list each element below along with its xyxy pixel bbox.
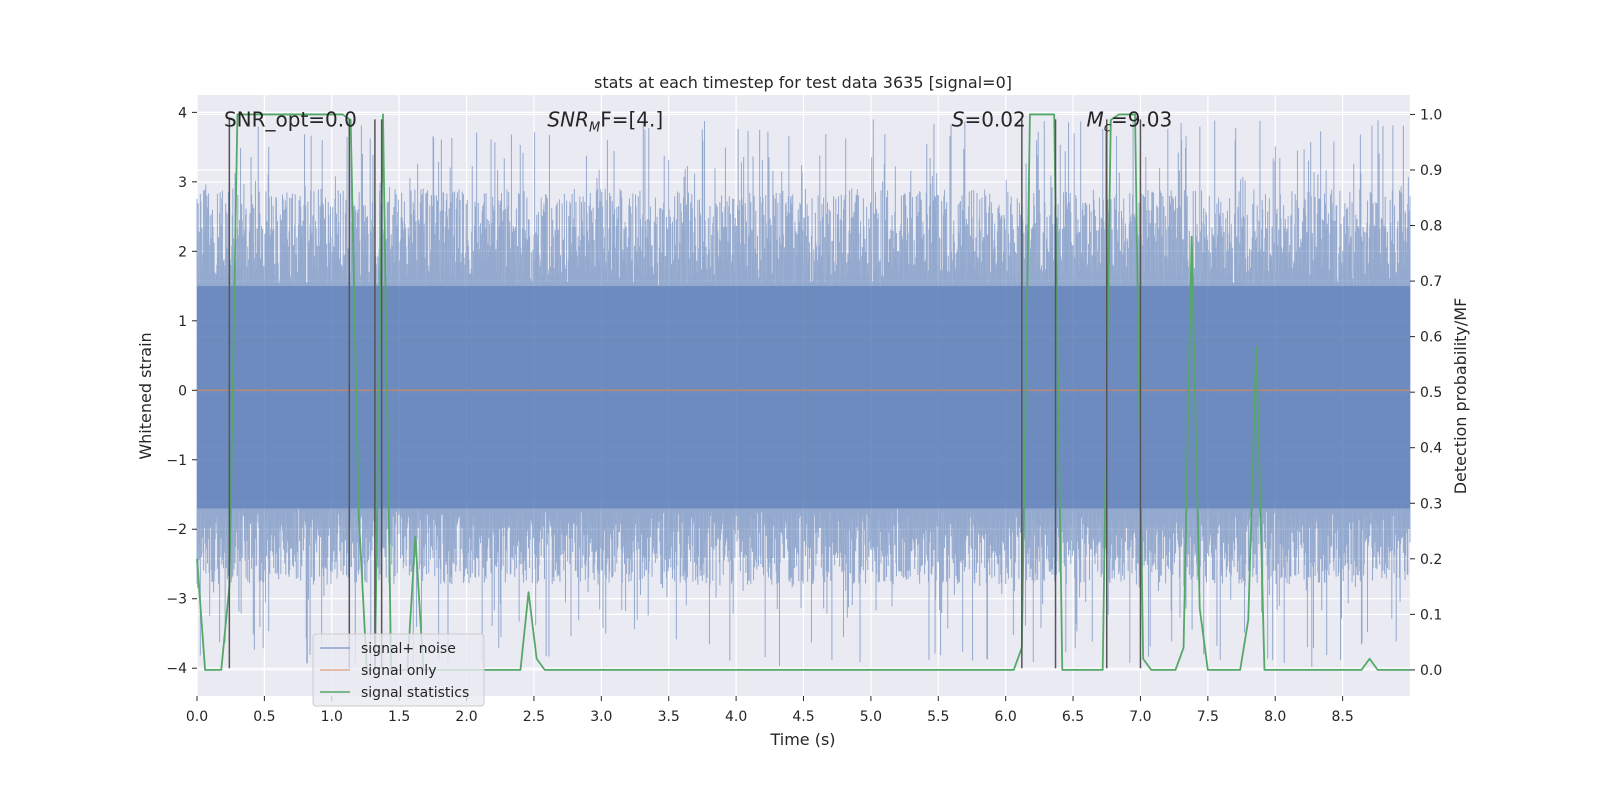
annotation-text: S=0.02 xyxy=(952,107,1026,131)
legend-item-signal-noise: signal+ noise xyxy=(320,641,456,657)
y-axis-right-label: Detection probability/MF xyxy=(1451,298,1470,495)
y-right-tick-label: 0.7 xyxy=(1420,274,1442,290)
annotation-text: SNRMF=[4.] xyxy=(547,107,663,135)
x-tick-label: 1.0 xyxy=(321,709,343,725)
y-right-tick-label: 1.0 xyxy=(1420,107,1442,123)
signal-statistics-series xyxy=(196,113,1410,671)
noise-series xyxy=(196,119,1411,667)
y-right-tick-label: 0.3 xyxy=(1420,496,1442,512)
y-right-tick-label: 0.9 xyxy=(1420,163,1442,179)
y-axis-label: Whitened strain xyxy=(136,332,155,459)
x-tick-label: 0.5 xyxy=(253,709,275,725)
legend: signal+ noise signal only signal statist… xyxy=(312,633,485,707)
signal-statistics-line xyxy=(196,113,1410,671)
x-tick-label: 2.5 xyxy=(523,709,545,725)
y-tick-label: 1 xyxy=(178,314,187,330)
x-tick-label: 5.0 xyxy=(860,709,882,725)
y-right-tick-label: 0.0 xyxy=(1420,663,1442,679)
x-axis-label: Time (s) xyxy=(769,730,835,749)
y-tick-label: −1 xyxy=(166,453,187,469)
event-markers xyxy=(228,119,1142,669)
x-tick-label: 7.0 xyxy=(1129,709,1151,725)
legend-label-signal-only: signal only xyxy=(361,663,436,679)
y-tick-label: −2 xyxy=(166,522,187,538)
y-tick-label: 2 xyxy=(178,244,187,260)
x-tick-label: 1.5 xyxy=(388,709,410,725)
x-tick-label: 3.0 xyxy=(590,709,612,725)
x-tick-label: 3.5 xyxy=(658,709,680,725)
legend-box xyxy=(312,633,485,707)
y-right-tick-label: 0.5 xyxy=(1420,385,1442,401)
legend-item-signal-only: signal only xyxy=(320,663,436,679)
annotation-text: SNR_opt=0.0 xyxy=(224,107,357,131)
y-tick-label: 4 xyxy=(178,105,187,121)
y-right-tick-label: 0.8 xyxy=(1420,219,1442,235)
annotations: SNR_opt=0.0 SNRMF=[4.] S=0.02 Mc=9.03 xyxy=(224,107,1172,135)
y-right-tick-label: 0.1 xyxy=(1420,607,1442,623)
x-tick-label: 4.5 xyxy=(792,709,814,725)
y-right-tick-label: 0.4 xyxy=(1420,441,1442,457)
y-tick-label: 0 xyxy=(178,383,187,399)
x-tick-label: 6.5 xyxy=(1062,709,1084,725)
x-tick-label: 7.5 xyxy=(1197,709,1219,725)
axes: 0.0 0.5 1.0 1.5 2.0 2.5 3.0 3.5 4.0 4.5 5.0 5.5 6.0 6… xyxy=(166,105,1442,725)
y-right-tick-label: 0.6 xyxy=(1420,330,1442,346)
annotation-text: Mc=9.03 xyxy=(1087,107,1173,135)
x-tick-label: 6.0 xyxy=(995,709,1017,725)
x-tick-label: 8.5 xyxy=(1331,709,1353,725)
y-tick-label: −4 xyxy=(166,661,187,677)
x-tick-label: 2.0 xyxy=(455,709,477,725)
legend-label-signal-noise: signal+ noise xyxy=(361,641,456,657)
x-tick-label: 0.0 xyxy=(186,709,208,725)
y-right-tick-label: 0.2 xyxy=(1420,552,1442,568)
y-tick-label: 3 xyxy=(178,175,187,191)
legend-label-signal-statistics: signal statistics xyxy=(361,685,469,701)
x-tick-label: 5.5 xyxy=(927,709,949,725)
x-tick-label: 4.0 xyxy=(725,709,747,725)
legend-item-signal-statistics: signal statistics xyxy=(320,685,469,701)
x-tick-label: 8.0 xyxy=(1264,709,1286,725)
chart-title: stats at each timestep for test data 363… xyxy=(594,73,1012,92)
y-tick-label: −3 xyxy=(166,592,187,608)
